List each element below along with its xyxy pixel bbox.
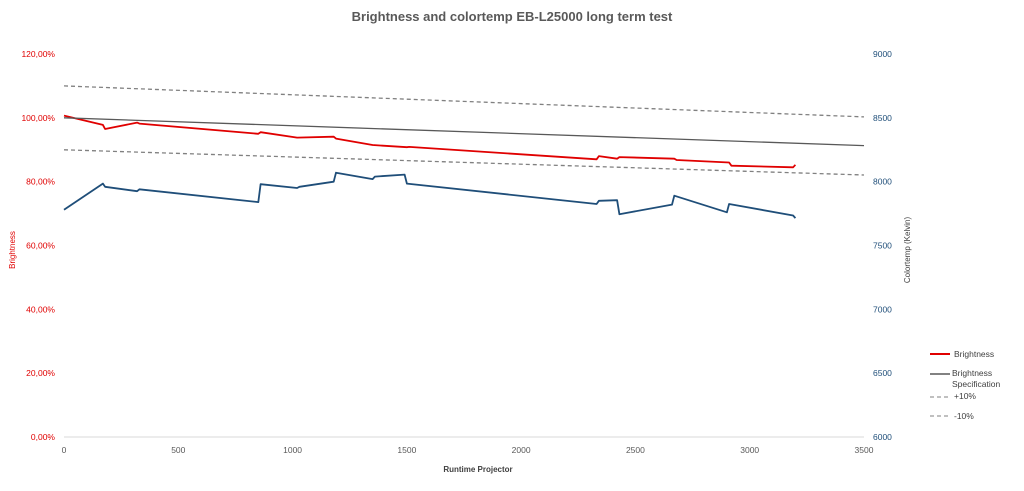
series-line-brightness-specification	[63, 117, 865, 147]
x-tick-label: 0	[62, 445, 67, 455]
legend-label-brightness-specification: Brightness Specification	[952, 368, 1001, 389]
x-tick-label: 2500	[626, 445, 645, 455]
y-left-tick-label: 20,00%	[26, 368, 55, 378]
y-right-tick-label: 8500	[873, 113, 892, 123]
series-line-10	[63, 85, 865, 118]
y-right-axis-label: Colortemp (Kelvin)	[903, 217, 912, 284]
y-left-tick-label: 40,00%	[26, 304, 55, 314]
x-tick-label: 3000	[740, 445, 759, 455]
x-tick-label: 500	[171, 445, 185, 455]
legend-item-brightness-specification: Brightness Specification	[930, 368, 1001, 389]
y-left-tick-label: 100,00%	[21, 113, 55, 123]
x-tick-label: 2000	[512, 445, 531, 455]
y-right-ticks: 6000 6500 7000 7500 8000 8500 9000	[873, 49, 892, 442]
y-left-tick-label: 80,00%	[26, 177, 55, 187]
x-tick-label: 1500	[397, 445, 416, 455]
y-left-axis-label: Brightness	[8, 231, 17, 269]
legend-label-plus-10: +10%	[954, 391, 976, 401]
chart-title: Brightness and colortemp EB-L25000 long …	[352, 9, 673, 24]
y-left-tick-label: 120,00%	[21, 49, 55, 59]
y-right-tick-label: 9000	[873, 49, 892, 59]
x-tick-label: 1000	[283, 445, 302, 455]
y-right-tick-label: 6500	[873, 368, 892, 378]
y-left-ticks: 0,00% 20,00% 40,00% 60,00% 80,00% 100,00% 120,…	[21, 49, 55, 442]
x-tick-label: 3500	[855, 445, 874, 455]
y-left-tick-label: 60,00%	[26, 241, 55, 251]
y-right-tick-label: 7500	[873, 241, 892, 251]
y-right-tick-label: 6000	[873, 432, 892, 442]
x-axis-label: Runtime Projector	[443, 465, 512, 474]
series-line-colortemp	[63, 171, 797, 219]
series-layer	[63, 85, 865, 219]
legend-label-brightness: Brightness	[954, 349, 994, 359]
x-ticks: 0 500 1000 1500 2000 2500 3000 3500	[62, 445, 874, 455]
series-line-10	[63, 149, 865, 176]
series-line-brightness	[63, 114, 797, 169]
legend-item-plus-10: +10%	[930, 391, 976, 401]
legend: Brightness Brightness Specification +10%…	[930, 349, 1001, 421]
y-right-tick-label: 7000	[873, 304, 892, 314]
legend-item-brightness: Brightness	[930, 349, 994, 359]
legend-label-minus-10: -10%	[954, 411, 974, 421]
y-left-tick-label: 0,00%	[31, 432, 56, 442]
legend-item-minus-10: -10%	[930, 411, 974, 421]
y-right-tick-label: 8000	[873, 177, 892, 187]
